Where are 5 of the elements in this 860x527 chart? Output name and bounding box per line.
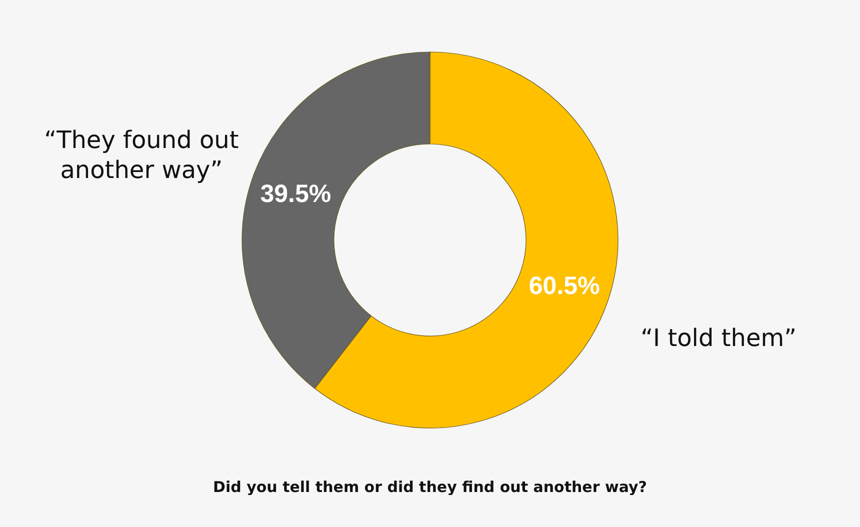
- slice-label: “I told them”: [640, 324, 797, 352]
- slice-label: “They found out another way”: [44, 126, 239, 184]
- data-label: 39.5%: [260, 180, 332, 208]
- text: Did you tell them or did they find out another way?: [213, 478, 647, 496]
- data-label: 60.5%: [528, 272, 600, 300]
